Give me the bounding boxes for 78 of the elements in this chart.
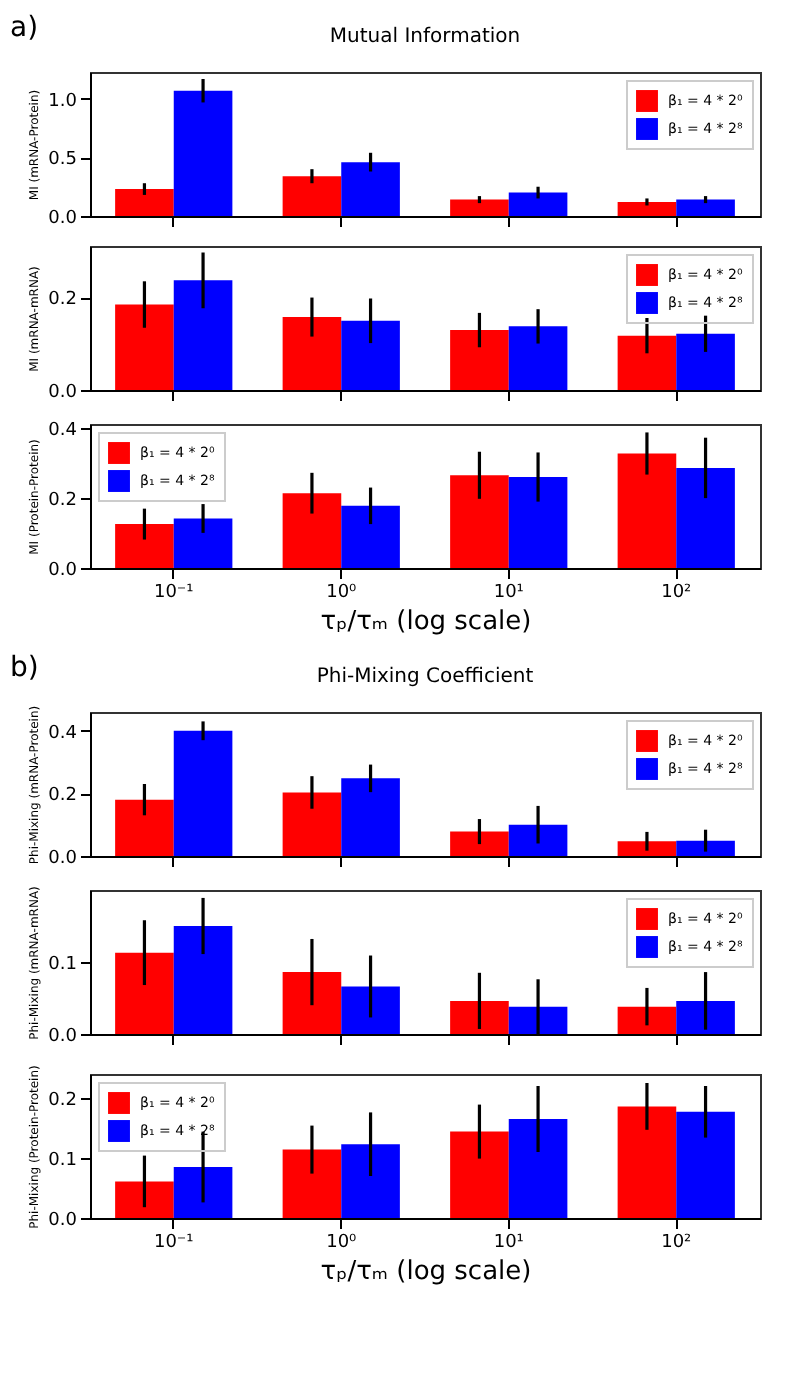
bar xyxy=(617,1106,677,1218)
y-tick-label: 0.4 xyxy=(48,723,78,744)
bar xyxy=(282,317,342,390)
bar xyxy=(450,1131,509,1218)
bar xyxy=(508,326,568,390)
bar xyxy=(341,986,400,1034)
y-tick-label: 0.0 xyxy=(48,849,78,869)
x-tick-label: 10⁰ xyxy=(326,1233,358,1253)
x-tick-label: 10² xyxy=(661,1233,693,1253)
y-tick-label: 0.4 xyxy=(48,420,78,441)
y-tick-label: 0.2 xyxy=(48,490,77,511)
y-tick-label: 0.5 xyxy=(48,150,77,171)
bar xyxy=(341,1144,400,1218)
bar xyxy=(676,467,735,568)
bar xyxy=(115,524,174,568)
bar xyxy=(676,1111,735,1218)
bar xyxy=(115,189,174,216)
bar xyxy=(450,475,509,568)
x-tick-label: 10² xyxy=(661,583,693,603)
chart-title: Mutual Information xyxy=(329,26,521,48)
y-tick-label: 0.0 xyxy=(48,561,78,581)
bar xyxy=(508,1119,568,1218)
bar xyxy=(341,778,400,856)
bar xyxy=(617,201,677,216)
y-tick-label: 0.1 xyxy=(48,1151,77,1171)
y-tick-label: 0.0 xyxy=(48,383,78,403)
x-tick-label: 10⁰ xyxy=(326,583,358,603)
bar xyxy=(508,1006,568,1034)
bar xyxy=(617,1006,677,1034)
bar xyxy=(173,1167,233,1218)
x-axis-title: τₚ/τₘ (log scale) xyxy=(320,607,532,637)
bar xyxy=(508,824,568,856)
bar xyxy=(617,335,677,390)
bar xyxy=(676,199,735,216)
bar xyxy=(282,792,342,856)
text: b) xyxy=(10,652,39,684)
y-tick-label: 0.0 xyxy=(48,209,78,229)
bar xyxy=(617,841,677,856)
bar xyxy=(173,730,233,856)
bar xyxy=(450,330,509,390)
bar xyxy=(617,453,677,568)
bar xyxy=(508,192,568,216)
bar xyxy=(450,1000,509,1034)
y-tick-label: 0.2 xyxy=(48,786,77,807)
bar xyxy=(115,952,174,1034)
bar xyxy=(676,333,735,390)
y-tick-label: 1.0 xyxy=(48,91,78,112)
bar xyxy=(173,90,233,216)
bar xyxy=(676,840,735,856)
bar xyxy=(450,199,509,216)
bar xyxy=(450,831,509,856)
x-tick-label: 10¹ xyxy=(493,583,525,603)
bar xyxy=(282,972,342,1034)
bar xyxy=(508,477,568,568)
bar xyxy=(173,280,233,390)
bar xyxy=(173,518,233,568)
y-tick-label: 0.0 xyxy=(48,1027,78,1047)
x-tick-label: 10¹ xyxy=(493,1233,525,1253)
bar xyxy=(676,1000,735,1034)
bar xyxy=(341,320,400,390)
text: a) xyxy=(10,12,39,44)
bar xyxy=(115,1181,174,1218)
bar xyxy=(341,162,400,216)
y-tick-label: 0.2 xyxy=(48,290,77,311)
bar xyxy=(282,493,342,568)
x-tick-label: 10⁻¹ xyxy=(153,583,195,603)
bar xyxy=(341,505,400,568)
bar xyxy=(173,926,233,1034)
bar xyxy=(115,799,174,856)
bar xyxy=(115,304,174,390)
y-tick-label: 0.2 xyxy=(48,1091,77,1111)
bar xyxy=(282,1149,342,1218)
bar xyxy=(282,176,342,216)
y-tick-label: 0.1 xyxy=(48,955,77,975)
x-axis-title: τₚ/τₘ (log scale) xyxy=(320,1257,532,1287)
y-tick-label: 0.0 xyxy=(48,1211,78,1231)
chart-title: Phi-Mixing Coefficient xyxy=(316,666,534,688)
x-tick-label: 10⁻¹ xyxy=(153,1233,195,1253)
